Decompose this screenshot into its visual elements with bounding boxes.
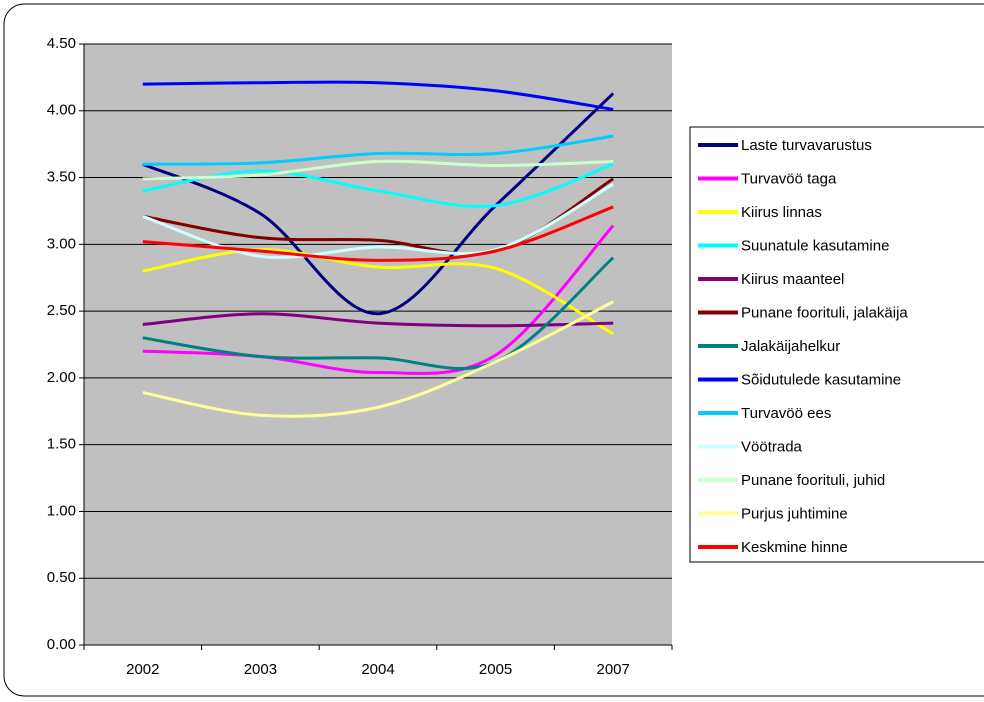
series-line [142,224,615,375]
x-tick-label: 2002 [126,661,159,678]
y-tick-label: 3.00 [47,235,76,252]
series-line [142,312,614,328]
x-tick-label: 2005 [479,661,512,678]
x-tick-label: 2003 [244,661,277,678]
y-tick-label: 4.50 [47,35,76,52]
legend-label: Laste turvavarustus [741,137,872,154]
series-line [142,248,614,336]
series-line [142,205,614,262]
legend-label: Punane foorituli, jalakäija [741,304,908,321]
y-tick-label: 0.50 [47,569,76,586]
legend-label: Kiirus maanteel [741,271,844,288]
legend-label: Purjus juhtimine [741,505,848,522]
series-line [142,300,614,418]
y-tick-label: 1.00 [47,502,76,519]
x-tick-label: 2007 [597,661,630,678]
legend-label: Keskmine hinne [741,539,848,556]
y-tick-label: 3.50 [47,169,76,186]
series-line [142,159,614,181]
legend [689,126,984,563]
series-line [142,80,614,111]
series-line [142,256,615,370]
y-tick-label: 4.00 [47,102,76,119]
series-line [142,182,614,259]
y-tick-label: 0.00 [47,636,76,653]
series-line [142,162,614,208]
y-tick-label: 2.00 [47,369,76,386]
y-tick-label: 1.50 [47,436,76,453]
legend-label: Suunatule kasutamine [741,237,889,254]
legend-label: Punane foorituli, juhid [741,472,885,489]
y-tick-label: 2.50 [47,302,76,319]
legend-label: Sõidutulede kasutamine [741,371,901,388]
x-tick-label: 2004 [361,661,394,678]
series-line [142,92,615,316]
series-line [142,134,614,166]
legend-label: Kiirus linnas [741,204,822,221]
legend-label: Jalakäijahelkur [741,338,840,355]
legend-label: Vöötrada [741,438,803,455]
legend-label: Turvavöö ees [741,405,831,422]
legend-label: Turvavöö taga [741,170,837,187]
